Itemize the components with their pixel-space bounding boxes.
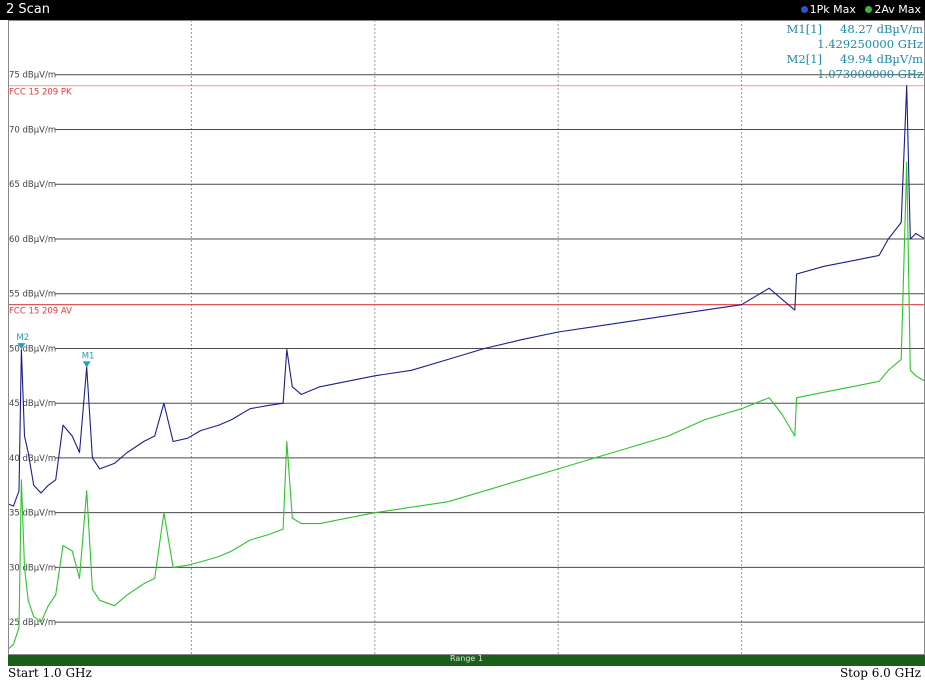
limit-lines: FCC 15 209 PK FCC 15 209 AV (8, 85, 925, 317)
trace-1pk-max (7, 85, 925, 507)
trace-1-color-dot (800, 6, 808, 13)
y-tick-label: 25 dBµV/m (9, 618, 56, 628)
window-title: 2 Scan (6, 2, 51, 17)
y-tick-label: 30 dBµV/m (9, 563, 56, 573)
y-tick-label: 35 dBµV/m (9, 509, 56, 519)
trace-2av-max (7, 161, 925, 650)
marker-row-m2: M2[1] 49.94 dBµV/m (787, 52, 923, 67)
start-frequency: Start 1.0 GHz (8, 666, 92, 680)
legend-trace-2: 2Av Max (874, 3, 921, 16)
y-tick-label: 40 dBµV/m (9, 454, 56, 464)
y-tick-label: 50 dBµV/m (9, 344, 56, 354)
range-bar: Range 1 (8, 654, 925, 666)
marker-m1-level: 48.27 dBµV/m (840, 22, 923, 36)
footer-bar: Start 1.0 GHz Stop 6.0 GHz (0, 666, 925, 680)
trace-legend: 1Pk Max 2Av Max (795, 3, 921, 16)
marker-table: M1[1] 48.27 dBµV/m 1.429250000 GHz M2[1] 4… (787, 22, 923, 82)
trace-2-color-dot (865, 6, 873, 13)
traces (7, 85, 925, 650)
marker-m2-frequency: 1.073000000 GHz (817, 67, 923, 81)
marker-m1-label: M1 (82, 351, 95, 361)
y-tick-label: 75 dBµV/m (9, 71, 56, 81)
marker-m2-symbol (17, 343, 26, 350)
legend-trace-1: 1Pk Max (809, 3, 856, 16)
y-tick-label: 55 dBµV/m (9, 290, 56, 300)
marker-row-m1: M1[1] 48.27 dBµV/m (787, 22, 923, 37)
marker-m1-label: M1[1] (786, 22, 823, 36)
limit-line-label: FCC 15 209 AV (9, 307, 72, 317)
y-tick-label: 45 dBµV/m (9, 399, 56, 409)
marker-symbols: M1 M2 (16, 333, 95, 368)
spectrum-plot[interactable]: 75 dBµV/m 70 dBµV/m 65 dBµV/m 60 dBµV/m 55 d… (0, 20, 925, 655)
marker-m2-label: M2[1] (786, 52, 823, 66)
title-bar: 2 Scan 1Pk Max 2Av Max (0, 0, 925, 20)
plot-background (0, 20, 925, 655)
y-tick-label: 70 dBµV/m (9, 125, 56, 135)
marker-m2-label: M2 (16, 333, 29, 343)
marker-m1-frequency: 1.429250000 GHz (817, 37, 923, 51)
marker-m1-symbol (82, 361, 91, 368)
y-tick-label: 65 dBµV/m (9, 180, 56, 190)
range-label: Range 1 (450, 654, 483, 663)
y-tick-label: 60 dBµV/m (9, 235, 56, 245)
grid: 75 dBµV/m 70 dBµV/m 65 dBµV/m 60 dBµV/m 55 d… (9, 20, 925, 655)
marker-m2-level: 49.94 dBµV/m (840, 52, 923, 66)
limit-line-label: FCC 15 209 PK (9, 88, 72, 98)
stop-frequency: Stop 6.0 GHz (839, 666, 921, 680)
